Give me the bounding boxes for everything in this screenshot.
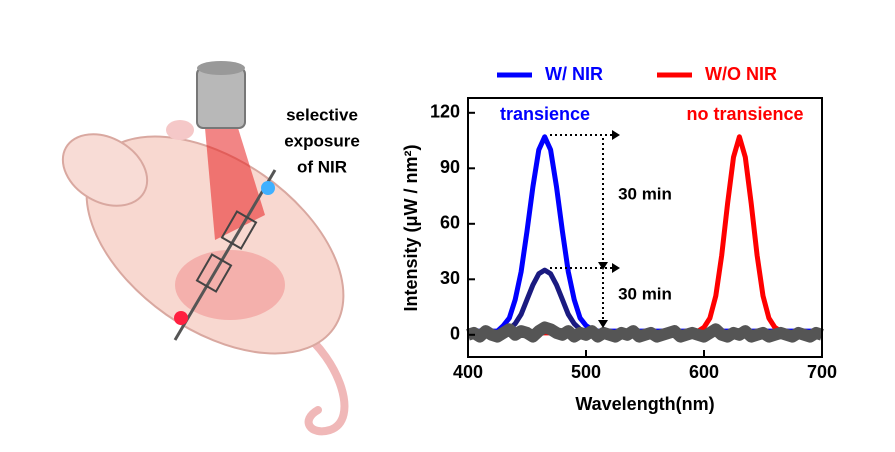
y-tick-label: 60 (440, 213, 460, 233)
legend-label: W/ NIR (545, 64, 603, 84)
illustration-label: exposure (284, 131, 360, 150)
arrow-head (598, 320, 608, 328)
device (220, 210, 258, 250)
ear (166, 120, 194, 140)
arrow-head (612, 130, 620, 140)
plot (466, 134, 824, 343)
illustration-label: of NIR (297, 157, 347, 176)
arrows (550, 134, 612, 320)
x-tick-label: 700 (807, 362, 837, 382)
head (61, 133, 149, 207)
y-tick-label: 30 (440, 268, 460, 288)
led-red (174, 311, 188, 325)
legend-label: W/O NIR (705, 64, 777, 84)
x-axis-label: Wavelength(nm) (575, 394, 714, 414)
plot-frame (467, 97, 823, 358)
y-axis-label: Intensity (μW / nm²) (401, 144, 421, 311)
illustration-label: selective (286, 105, 358, 124)
lamp-top (197, 61, 245, 75)
y-tick-label: 90 (440, 157, 460, 177)
device (195, 253, 233, 293)
x-tick-label: 500 (571, 362, 601, 382)
device-wire (173, 169, 277, 341)
led-blue (261, 181, 275, 195)
arrow-heads (598, 130, 620, 328)
annotation: transience (500, 104, 590, 124)
arrow-head (612, 263, 620, 273)
annotation: no transience (686, 104, 803, 124)
x-tick-label: 400 (453, 362, 483, 382)
lamp (196, 67, 246, 129)
series-line (466, 321, 824, 343)
series-line (468, 134, 822, 336)
annotation: 30 min (618, 184, 672, 203)
y-tick-label: 0 (450, 324, 460, 344)
annotation: 30 min (618, 284, 672, 303)
glow (175, 250, 285, 320)
tail (296, 326, 349, 436)
y-tick-label: 120 (430, 102, 460, 122)
arrow-head (598, 262, 608, 270)
mouse-illustration (61, 61, 349, 436)
x-tick-label: 600 (689, 362, 719, 382)
